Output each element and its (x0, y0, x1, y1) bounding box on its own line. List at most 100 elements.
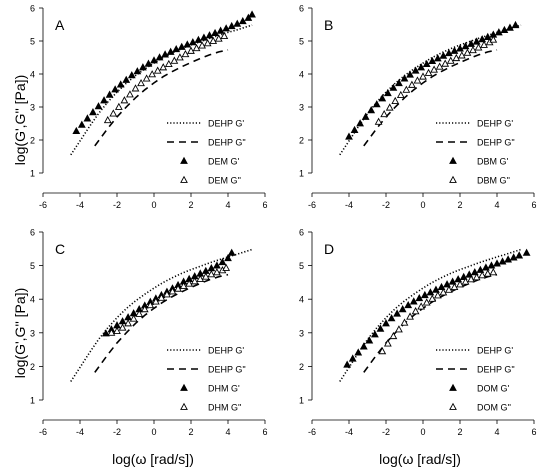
y-tick-label: 3 (299, 103, 304, 113)
y-tick-label: 5 (30, 37, 35, 47)
y-tick-label: 1 (30, 169, 35, 179)
series-dhm-g- (108, 265, 229, 336)
legend-label: DBM G'' (477, 176, 510, 186)
x-tick-label: -6 (308, 200, 316, 210)
y-tick-label: 6 (30, 228, 35, 238)
legend-label: DHM G'' (208, 403, 242, 413)
y-tick-label: 3 (30, 328, 35, 338)
series-line (71, 25, 252, 155)
data-point (350, 355, 356, 361)
x-tick-label: -2 (113, 200, 121, 210)
data-point (129, 72, 135, 78)
figure-y-label-top: log(G',G'' [Pa]) (12, 75, 28, 166)
data-point (201, 34, 207, 40)
data-point (368, 107, 374, 113)
data-point (214, 269, 220, 275)
data-point (375, 119, 381, 125)
data-point (418, 303, 424, 309)
data-point (485, 270, 491, 276)
panel-letter: A (55, 17, 65, 33)
data-point (400, 306, 406, 312)
data-point (184, 41, 190, 47)
data-point (488, 262, 494, 268)
legend-swatch (181, 158, 187, 164)
x-tick-label: -4 (76, 427, 84, 437)
data-point (143, 75, 149, 81)
data-point (134, 68, 140, 74)
data-point (381, 111, 387, 117)
legend-label: DEM G'' (208, 176, 241, 186)
data-point (366, 337, 372, 343)
y-tick-label: 6 (30, 4, 35, 14)
x-tick-label: 0 (151, 200, 156, 210)
data-point (214, 262, 220, 268)
legend: DEHP G' DEHP G'' DBM G' DBM G'' (436, 119, 515, 186)
data-point (125, 314, 131, 320)
data-point (205, 40, 211, 46)
legend-label: DEHP G' (477, 346, 513, 356)
panel-b: 123456-6 -4 -2 0 2 4 6BDEHP G'DEHP G''DBM G'DB… (299, 4, 537, 211)
data-point (140, 64, 146, 70)
y-tick-label: 6 (299, 228, 304, 238)
legend-swatch (450, 158, 456, 164)
data-point (208, 271, 214, 277)
x-tick-label: 4 (494, 427, 499, 437)
legend-swatch (181, 404, 187, 410)
y-tick-label: 4 (30, 70, 35, 80)
x-tick-label: 2 (188, 427, 193, 437)
legend-label: DEHP G' (477, 119, 513, 129)
data-point (523, 250, 529, 256)
data-point (396, 326, 402, 332)
series-dehp-g- (71, 25, 252, 155)
data-point (420, 73, 426, 79)
x-tick-label: 6 (262, 200, 267, 210)
legend-label: DEHP G'' (477, 365, 515, 375)
data-point (114, 328, 120, 334)
series-dhm-g- (103, 250, 235, 336)
data-point (217, 27, 223, 33)
x-tick-label: -6 (39, 427, 47, 437)
x-tick-label: 6 (531, 427, 536, 437)
data-point (499, 258, 505, 264)
data-point (249, 11, 255, 17)
data-point (229, 250, 235, 256)
y-tick-label: 2 (299, 362, 304, 372)
x-tick-label: -2 (382, 427, 390, 437)
legend-label: DEHP G' (208, 346, 244, 356)
legend-label: DBM G' (477, 157, 509, 167)
x-tick-label: -4 (345, 427, 353, 437)
x-tick-label: 2 (457, 427, 462, 437)
data-point (409, 82, 415, 88)
data-point (357, 120, 363, 126)
panel-letter: B (324, 17, 333, 33)
x-tick-label: 4 (494, 200, 499, 210)
series-dem-g- (73, 11, 255, 133)
data-point (505, 256, 511, 262)
legend-label: DEHP G'' (477, 138, 515, 148)
data-point (483, 264, 489, 270)
figure-y-label-bottom: log(G',G'' [Pa]) (12, 288, 28, 379)
panel-c: 123456-6 -4 -2 0 2 4 6CDEHP G'DEHP G''DHM G'DH… (30, 228, 268, 438)
legend: DEHP G' DEHP G'' DHM G' DHM G'' (167, 346, 246, 413)
x-tick-label: 0 (420, 200, 425, 210)
panel-letter: D (324, 241, 334, 257)
data-point (90, 109, 96, 115)
y-tick-label: 4 (299, 295, 304, 305)
data-point (79, 122, 85, 128)
legend-label: DEM G' (208, 157, 240, 167)
legend: DEHP G' DEHP G'' DOM G' DOM G'' (436, 346, 515, 413)
series-dem-g- (105, 33, 228, 123)
data-point (116, 104, 122, 110)
legend-swatch (450, 404, 456, 410)
panel-a: 123456-6 -4 -2 0 2 4 6ADEHP G'DEHP G''DEM G'DE… (30, 4, 268, 211)
legend-swatch (181, 385, 187, 391)
y-tick-label: 3 (299, 328, 304, 338)
x-tick-label: -6 (308, 427, 316, 437)
data-point (127, 91, 133, 97)
legend-label: DEHP G'' (208, 365, 246, 375)
legend-label: DOM G'' (477, 403, 511, 413)
data-point (344, 361, 350, 367)
y-tick-label: 6 (299, 4, 304, 14)
legend-label: DEHP G'' (208, 138, 246, 148)
data-point (346, 133, 352, 139)
